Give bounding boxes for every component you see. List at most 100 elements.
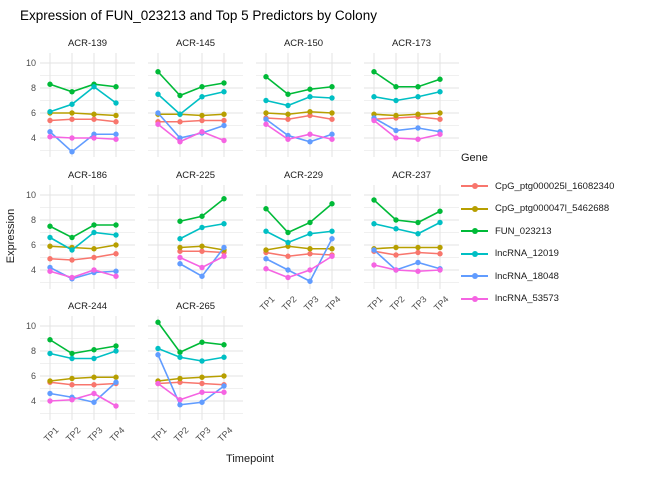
data-point xyxy=(415,259,421,266)
data-point xyxy=(113,343,119,349)
series-line xyxy=(49,381,117,404)
data-point xyxy=(113,374,119,380)
data-point xyxy=(199,243,205,249)
data-point xyxy=(329,246,335,252)
data-point xyxy=(393,267,399,273)
data-point xyxy=(263,256,269,262)
data-point xyxy=(263,116,269,122)
data-point xyxy=(177,397,183,403)
series-line xyxy=(158,113,225,117)
data-point xyxy=(155,380,161,387)
data-point xyxy=(47,378,53,384)
data-point xyxy=(221,117,227,124)
data-point xyxy=(371,262,377,268)
data-point xyxy=(155,69,161,75)
legend-key-icon xyxy=(461,271,488,281)
data-point xyxy=(113,84,119,90)
data-point xyxy=(415,231,421,237)
data-point xyxy=(113,379,119,385)
series-line xyxy=(373,249,441,271)
x-axis-tick-label: TP4 xyxy=(108,425,128,444)
data-point xyxy=(91,246,97,252)
series-line xyxy=(265,95,333,107)
series-line xyxy=(157,112,225,139)
series-line xyxy=(373,221,441,235)
series-line xyxy=(265,110,333,116)
data-point xyxy=(307,94,313,100)
legend-item: lncRNA_18048 xyxy=(461,265,614,288)
series-line xyxy=(157,382,224,401)
data-point xyxy=(415,219,421,226)
y-axis-tick-label: 8 xyxy=(30,214,36,225)
data-point xyxy=(177,254,183,261)
data-point xyxy=(221,244,227,251)
data-point xyxy=(285,229,291,236)
series-line xyxy=(157,321,225,354)
data-point xyxy=(47,117,53,124)
legend-key-icon xyxy=(461,204,488,214)
y-axis-tick-label: 10 xyxy=(25,189,36,200)
data-point xyxy=(47,134,53,140)
x-axis-tick-label: TP2 xyxy=(64,425,84,444)
data-point xyxy=(47,109,53,115)
series-line xyxy=(265,251,333,258)
data-point xyxy=(307,109,313,115)
data-point xyxy=(221,221,227,227)
data-point xyxy=(221,253,227,259)
data-point xyxy=(221,373,227,379)
series-line xyxy=(49,381,117,386)
data-point xyxy=(47,129,53,135)
data-point xyxy=(285,239,291,246)
data-point xyxy=(91,382,97,388)
data-point xyxy=(199,213,205,219)
y-axis-tick-label: 4 xyxy=(30,264,36,275)
series-line xyxy=(373,250,441,256)
data-point xyxy=(69,89,75,95)
data-point xyxy=(91,254,97,261)
data-point xyxy=(47,350,53,357)
series-line xyxy=(265,203,333,234)
data-point xyxy=(329,253,335,259)
series-line xyxy=(49,231,117,251)
data-point xyxy=(307,231,313,237)
facet-strip-label: ACR-139 xyxy=(67,38,108,49)
data-point xyxy=(47,264,53,271)
series-line xyxy=(157,381,225,386)
series-line xyxy=(265,76,333,96)
series-line xyxy=(265,118,333,143)
data-point xyxy=(393,217,399,223)
data-point xyxy=(437,219,443,226)
data-point xyxy=(155,91,161,97)
data-point xyxy=(69,350,75,357)
series-line xyxy=(157,354,225,406)
data-point xyxy=(393,252,399,258)
data-point xyxy=(177,244,183,251)
y-axis-tick-label: 4 xyxy=(30,395,36,406)
facet-strip-label: ACR-237 xyxy=(391,170,432,181)
series-line xyxy=(157,71,225,97)
data-point xyxy=(285,111,291,117)
series-line xyxy=(49,131,116,153)
data-point xyxy=(415,244,421,251)
data-point xyxy=(263,206,269,212)
data-point xyxy=(47,268,53,274)
series-line xyxy=(49,269,117,279)
data-point xyxy=(69,116,75,122)
data-point xyxy=(177,349,183,355)
x-axis-tick-label: TP1 xyxy=(258,294,278,313)
series-line xyxy=(49,376,116,382)
data-point xyxy=(69,247,75,253)
data-point xyxy=(199,129,205,135)
data-point xyxy=(285,243,291,249)
data-point xyxy=(199,358,205,364)
x-axis-tick-label: TP3 xyxy=(86,425,106,444)
data-point xyxy=(437,244,443,251)
data-point xyxy=(285,136,291,142)
data-point xyxy=(393,244,399,251)
data-point xyxy=(415,268,421,274)
data-point xyxy=(177,375,183,382)
data-point xyxy=(285,102,291,109)
data-point xyxy=(221,196,227,202)
data-point xyxy=(415,249,421,256)
data-point xyxy=(91,267,97,273)
